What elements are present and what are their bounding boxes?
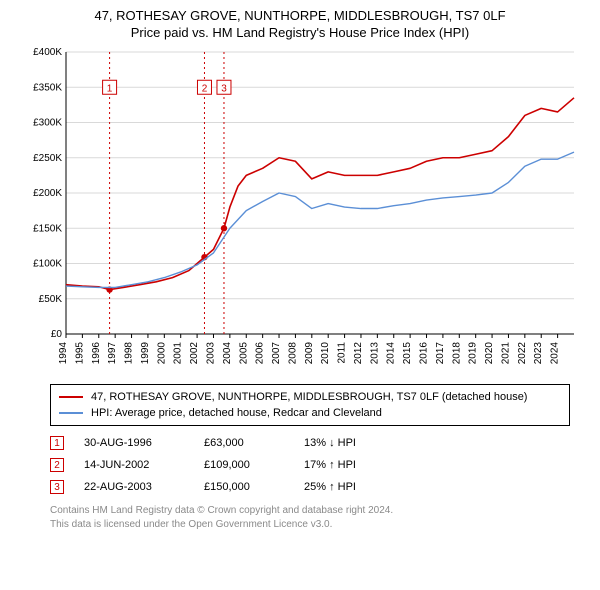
svg-text:£50K: £50K [39, 294, 63, 305]
event-row: 3 22-AUG-2003 £150,000 25% ↑ HPI [50, 476, 584, 498]
plot-area: £0 £50K £100K £150K £200K £250K £300K £350K £400… [20, 46, 580, 376]
svg-text:£400K: £400K [33, 47, 62, 58]
event-date: 14-JUN-2002 [84, 459, 184, 471]
svg-text:2002: 2002 [189, 342, 200, 365]
svg-text:1994: 1994 [58, 342, 69, 365]
svg-text:2019: 2019 [468, 342, 479, 365]
svg-text:1995: 1995 [74, 342, 85, 365]
event-price: £63,000 [204, 437, 284, 449]
event-delta: 25% ↑ HPI [304, 481, 384, 493]
svg-text:2020: 2020 [484, 342, 495, 365]
event-delta: 13% ↓ HPI [304, 437, 384, 449]
events-table: 1 30-AUG-1996 £63,000 13% ↓ HPI 2 14-JUN… [50, 432, 584, 498]
svg-text:£0: £0 [51, 329, 63, 340]
svg-text:£150K: £150K [33, 223, 62, 234]
svg-text:2022: 2022 [517, 342, 528, 365]
svg-text:£200K: £200K [33, 188, 62, 199]
svg-text:1: 1 [107, 83, 113, 94]
line-chart-svg: £0 £50K £100K £150K £200K £250K £300K £350K £400… [20, 46, 580, 376]
svg-text:2005: 2005 [238, 342, 249, 365]
svg-text:2001: 2001 [173, 342, 184, 365]
svg-text:1997: 1997 [107, 342, 118, 365]
event-marker-icon: 2 [50, 458, 64, 472]
legend: 47, ROTHESAY GROVE, NUNTHORPE, MIDDLESBR… [50, 384, 570, 426]
event-marker-icon: 3 [50, 480, 64, 494]
legend-swatch [59, 396, 83, 398]
svg-text:2009: 2009 [304, 342, 315, 365]
legend-swatch [59, 412, 83, 414]
chart-container: 47, ROTHESAY GROVE, NUNTHORPE, MIDDLESBR… [0, 0, 600, 532]
svg-text:2016: 2016 [419, 342, 430, 365]
svg-text:2008: 2008 [287, 342, 298, 365]
svg-text:3: 3 [221, 83, 227, 94]
svg-text:2003: 2003 [205, 342, 216, 365]
svg-text:2023: 2023 [533, 342, 544, 365]
svg-text:2014: 2014 [386, 342, 397, 365]
svg-text:£100K: £100K [33, 259, 62, 270]
chart-title-sub: Price paid vs. HM Land Registry's House … [8, 25, 592, 40]
svg-text:2004: 2004 [222, 342, 233, 365]
svg-text:2021: 2021 [500, 342, 511, 365]
svg-text:2010: 2010 [320, 342, 331, 365]
svg-text:£300K: £300K [33, 118, 62, 129]
svg-text:2: 2 [202, 83, 208, 94]
event-row: 2 14-JUN-2002 £109,000 17% ↑ HPI [50, 454, 584, 476]
legend-label: HPI: Average price, detached house, Redc… [91, 405, 382, 421]
svg-text:2015: 2015 [402, 342, 413, 365]
svg-text:2000: 2000 [156, 342, 167, 365]
event-row: 1 30-AUG-1996 £63,000 13% ↓ HPI [50, 432, 584, 454]
legend-item: HPI: Average price, detached house, Redc… [59, 405, 561, 421]
svg-text:2018: 2018 [451, 342, 462, 365]
legend-label: 47, ROTHESAY GROVE, NUNTHORPE, MIDDLESBR… [91, 389, 527, 405]
svg-text:2024: 2024 [550, 342, 561, 365]
svg-text:2007: 2007 [271, 342, 282, 365]
svg-text:1999: 1999 [140, 342, 151, 365]
svg-text:2011: 2011 [337, 342, 348, 364]
chart-title-address: 47, ROTHESAY GROVE, NUNTHORPE, MIDDLESBR… [8, 8, 592, 23]
svg-text:£250K: £250K [33, 153, 62, 164]
svg-text:2017: 2017 [435, 342, 446, 365]
footer-line: This data is licensed under the Open Gov… [50, 518, 584, 532]
event-marker-icon: 1 [50, 436, 64, 450]
footer-line: Contains HM Land Registry data © Crown c… [50, 504, 584, 518]
event-date: 22-AUG-2003 [84, 481, 184, 493]
svg-text:2006: 2006 [255, 342, 266, 365]
event-price: £109,000 [204, 459, 284, 471]
svg-text:1998: 1998 [124, 342, 135, 365]
legend-item: 47, ROTHESAY GROVE, NUNTHORPE, MIDDLESBR… [59, 389, 561, 405]
svg-text:2013: 2013 [369, 342, 380, 365]
attribution-footer: Contains HM Land Registry data © Crown c… [50, 504, 584, 532]
svg-text:£350K: £350K [33, 82, 62, 93]
svg-text:1996: 1996 [91, 342, 102, 365]
event-date: 30-AUG-1996 [84, 437, 184, 449]
event-price: £150,000 [204, 481, 284, 493]
svg-text:2012: 2012 [353, 342, 364, 365]
event-delta: 17% ↑ HPI [304, 459, 384, 471]
